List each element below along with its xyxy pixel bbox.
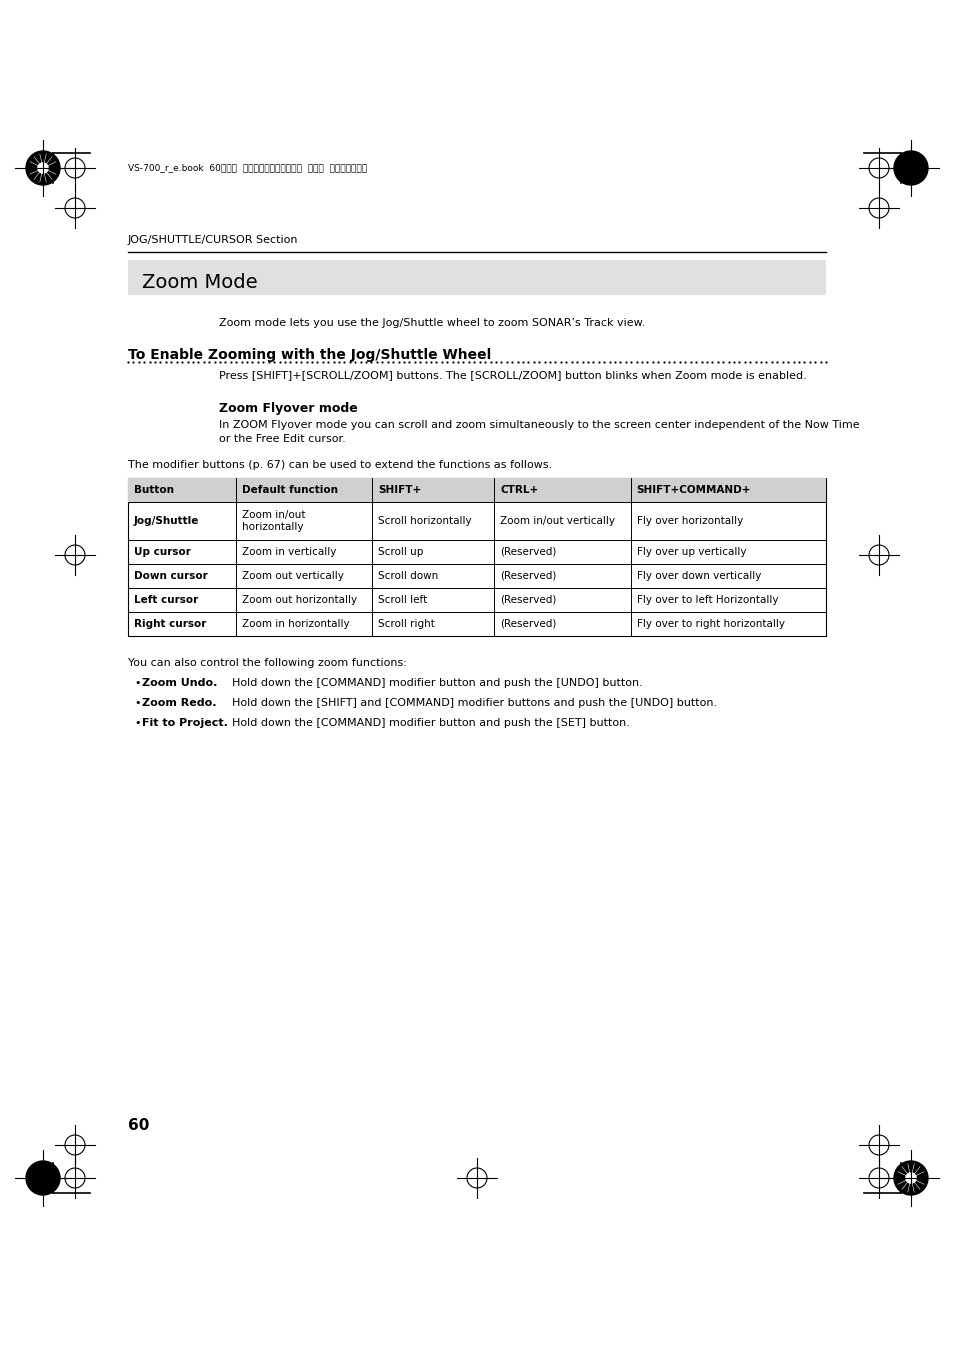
Circle shape [893,151,927,185]
Text: Left cursor: Left cursor [133,594,198,605]
Text: Button: Button [133,485,173,494]
Text: Down cursor: Down cursor [133,571,208,581]
Text: SHIFT+: SHIFT+ [378,485,421,494]
Text: Zoom in vertically: Zoom in vertically [242,547,336,557]
Text: •: • [133,717,140,728]
Text: •: • [133,678,140,688]
Circle shape [26,151,60,185]
Text: Zoom out horizontally: Zoom out horizontally [242,594,357,605]
Text: Scroll horizontally: Scroll horizontally [378,516,472,526]
Text: or the Free Edit cursor.: or the Free Edit cursor. [219,434,345,444]
Circle shape [893,1161,927,1196]
Text: In ZOOM Flyover mode you can scroll and zoom simultaneously to the screen center: In ZOOM Flyover mode you can scroll and … [219,420,859,430]
Text: Zoom in horizontally: Zoom in horizontally [242,619,350,630]
Text: VS-700_r_e.book  60ページ  ２００８年１１月２０日  木曜日  午後２時２８分: VS-700_r_e.book 60ページ ２００８年１１月２０日 木曜日 午後… [128,163,367,173]
Text: Scroll left: Scroll left [378,594,427,605]
Circle shape [905,1173,915,1183]
Bar [128,478,825,503]
Text: Zoom in/out
horizontally: Zoom in/out horizontally [242,509,305,532]
Text: Zoom in/out vertically: Zoom in/out vertically [500,516,615,526]
Text: Right cursor: Right cursor [133,619,206,630]
Text: Scroll up: Scroll up [378,547,423,557]
Text: Fly over up vertically: Fly over up vertically [636,547,745,557]
Text: Fly over to left Horizontally: Fly over to left Horizontally [636,594,778,605]
Text: Fly over to right horizontally: Fly over to right horizontally [636,619,783,630]
Text: To Enable Zooming with the Jog/Shuttle Wheel: To Enable Zooming with the Jog/Shuttle W… [128,349,491,362]
Text: Zoom mode lets you use the Jog/Shuttle wheel to zoom SONAR’s Track view.: Zoom mode lets you use the Jog/Shuttle w… [219,317,644,328]
Text: JOG/SHUTTLE/CURSOR Section: JOG/SHUTTLE/CURSOR Section [128,235,298,245]
Text: CTRL+: CTRL+ [500,485,538,494]
Bar [128,259,825,295]
Text: SHIFT+COMMAND+: SHIFT+COMMAND+ [636,485,750,494]
Text: Zoom Flyover mode: Zoom Flyover mode [219,403,357,415]
Text: •: • [133,698,140,708]
Text: Scroll down: Scroll down [378,571,438,581]
Text: Zoom Mode: Zoom Mode [142,273,257,292]
Bar [128,478,825,636]
Text: Scroll right: Scroll right [378,619,435,630]
Text: Jog/Shuttle: Jog/Shuttle [133,516,199,526]
Text: (Reserved): (Reserved) [500,619,557,630]
Text: (Reserved): (Reserved) [500,547,557,557]
Text: (Reserved): (Reserved) [500,594,557,605]
Text: Fly over horizontally: Fly over horizontally [636,516,742,526]
Text: Hold down the [COMMAND] modifier button and push the [SET] button.: Hold down the [COMMAND] modifier button … [232,717,629,728]
Text: You can also control the following zoom functions:: You can also control the following zoom … [128,658,406,667]
Text: Hold down the [COMMAND] modifier button and push the [UNDO] button.: Hold down the [COMMAND] modifier button … [232,678,642,688]
Circle shape [38,163,48,173]
Text: Fly over down vertically: Fly over down vertically [636,571,760,581]
Text: Zoom Redo.: Zoom Redo. [142,698,216,708]
Text: Fit to Project.: Fit to Project. [142,717,228,728]
Circle shape [26,1161,60,1196]
Text: Up cursor: Up cursor [133,547,191,557]
Text: Press [SHIFT]+[SCROLL/ZOOM] buttons. The [SCROLL/ZOOM] button blinks when Zoom m: Press [SHIFT]+[SCROLL/ZOOM] buttons. The… [219,370,806,380]
Text: Hold down the [SHIFT] and [COMMAND] modifier buttons and push the [UNDO] button.: Hold down the [SHIFT] and [COMMAND] modi… [232,698,717,708]
Text: The modifier buttons (p. 67) can be used to extend the functions as follows.: The modifier buttons (p. 67) can be used… [128,459,552,470]
Text: 60: 60 [128,1119,150,1133]
Text: (Reserved): (Reserved) [500,571,557,581]
Text: Zoom Undo.: Zoom Undo. [142,678,217,688]
Text: Zoom out vertically: Zoom out vertically [242,571,344,581]
Text: Default function: Default function [242,485,337,494]
